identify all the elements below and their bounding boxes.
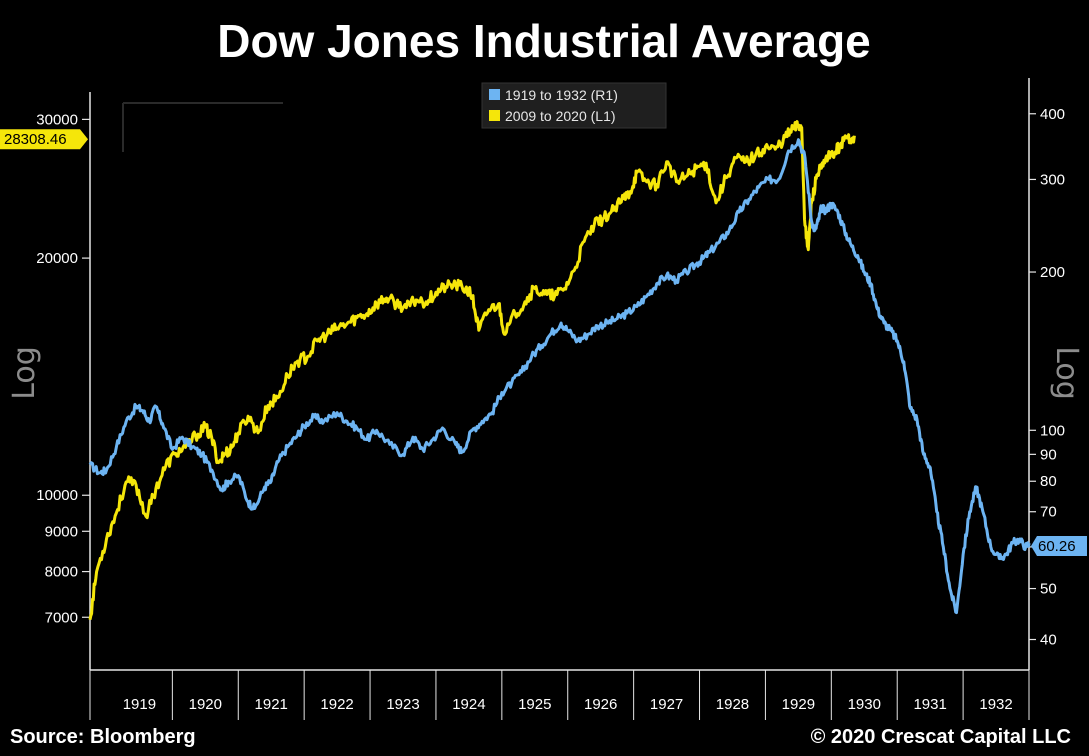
right-last-value-badge: 60.26 bbox=[1031, 535, 1087, 556]
year-axis: 1919 1920 1921 1922 1923 1924 1925 1926 1927 1928… bbox=[123, 670, 1013, 720]
year-label: 1925 bbox=[518, 696, 551, 713]
right-tick-label: 100 bbox=[1040, 422, 1065, 439]
left-axis-title: Log bbox=[7, 346, 42, 400]
series-line-1919-1932 bbox=[88, 138, 1031, 615]
year-label: 1926 bbox=[584, 696, 617, 713]
right-axis-title: Log bbox=[1049, 346, 1084, 400]
right-tick-label: 400 bbox=[1040, 106, 1065, 123]
left-badge-shape bbox=[0, 129, 88, 150]
right-axis-ticks: 405060708090100200300400 bbox=[1029, 106, 1065, 649]
legend-swatch-series-2 bbox=[489, 110, 500, 121]
year-label: 1923 bbox=[386, 696, 419, 713]
year-label: 1931 bbox=[913, 696, 946, 713]
right-tick-label: 40 bbox=[1040, 632, 1057, 649]
left-tick-label: 7000 bbox=[45, 609, 78, 626]
left-tick-label: 8000 bbox=[45, 564, 78, 581]
year-label: 1921 bbox=[255, 696, 288, 713]
legend: 1919 to 1932 (R1) 2009 to 2020 (L1) bbox=[481, 82, 667, 129]
year-label: 1932 bbox=[979, 696, 1012, 713]
right-badge-shape bbox=[1031, 535, 1087, 556]
right-tick-label: 50 bbox=[1040, 581, 1057, 598]
year-label: 1930 bbox=[848, 696, 881, 713]
right-tick-label: 300 bbox=[1040, 171, 1065, 188]
year-label: 1919 bbox=[123, 696, 156, 713]
right-tick-label: 80 bbox=[1040, 473, 1057, 490]
right-tick-label: 200 bbox=[1040, 264, 1065, 281]
left-badge-value: 28308.46 bbox=[4, 131, 67, 148]
chart-title: Dow Jones Industrial Average bbox=[217, 15, 871, 67]
left-tick-label: 30000 bbox=[36, 111, 78, 128]
left-axis-ticks: 7000 8000 9000 10000 20000 30000 bbox=[36, 111, 90, 626]
left-tick-label: 20000 bbox=[36, 250, 78, 267]
left-last-value-badge: 28308.46 bbox=[0, 129, 88, 150]
year-label: 1929 bbox=[782, 696, 815, 713]
copyright-note: © 2020 Crescat Capital LLC bbox=[811, 726, 1071, 748]
legend-label-series-1: 1919 to 1932 (R1) bbox=[505, 87, 618, 103]
legend-label-series-2: 2009 to 2020 (L1) bbox=[505, 108, 616, 124]
year-label: 1928 bbox=[716, 696, 749, 713]
left-tick-label: 10000 bbox=[36, 487, 78, 504]
year-label: 1924 bbox=[452, 696, 485, 713]
series-line-2009-2020 bbox=[88, 120, 856, 621]
legend-swatch-series-1 bbox=[489, 89, 500, 100]
right-tick-label: 90 bbox=[1040, 446, 1057, 463]
right-badge-value: 60.26 bbox=[1038, 538, 1076, 555]
year-label: 1922 bbox=[320, 696, 353, 713]
right-tick-label: 70 bbox=[1040, 504, 1057, 521]
left-tick-label: 9000 bbox=[45, 523, 78, 540]
series-layer bbox=[88, 120, 1031, 621]
year-label: 1920 bbox=[189, 696, 222, 713]
source-note: Source: Bloomberg bbox=[10, 726, 196, 748]
legend-box bbox=[481, 82, 667, 129]
year-label: 1927 bbox=[650, 696, 683, 713]
